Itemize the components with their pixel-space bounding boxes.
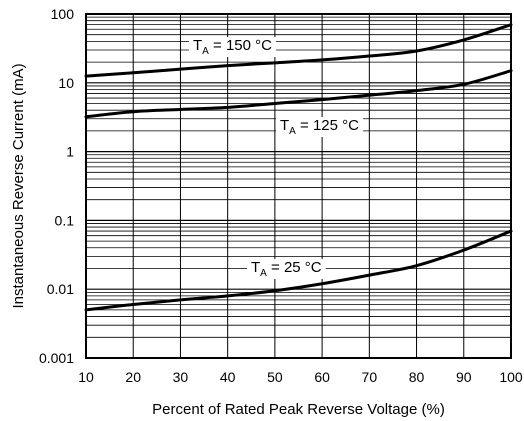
x-tick-labels: 10 20 30 40 50 60 70 80 90 100 bbox=[78, 369, 523, 385]
grid-lines bbox=[85, 14, 512, 359]
x-tick-label: 40 bbox=[220, 369, 236, 385]
series-line-2 bbox=[84, 229, 513, 312]
x-tick-label: 20 bbox=[125, 369, 141, 385]
curve-labels: TA = 150 °C TA = 125 °C TA = 25 °C bbox=[189, 37, 364, 279]
y-tick-label: 0.01 bbox=[47, 281, 74, 297]
curve-label-bg-0 bbox=[189, 37, 277, 57]
y-tick-labels: 0.001 0.01 0.1 1 10 100 bbox=[39, 6, 74, 366]
data-curves bbox=[84, 23, 513, 312]
curve-label-0: TA = 150 °C bbox=[193, 37, 272, 57]
curve-label-2: TA = 25 °C bbox=[251, 259, 322, 279]
y-tick-label: 10 bbox=[58, 75, 74, 91]
y-tick-label: 1 bbox=[66, 144, 74, 160]
x-tick-label: 50 bbox=[267, 369, 283, 385]
plot-frame bbox=[85, 13, 512, 359]
curve-label-bg-2 bbox=[247, 259, 326, 279]
x-axis-title: Percent of Rated Peak Reverse Voltage (%… bbox=[152, 401, 445, 418]
series-line-0 bbox=[84, 23, 513, 78]
x-tick-label: 90 bbox=[456, 369, 472, 385]
y-axis-title: Instantaneous Reverse Current (mA) bbox=[10, 63, 27, 308]
series-line-1 bbox=[84, 69, 513, 119]
x-tick-label: 80 bbox=[409, 369, 425, 385]
y-tick-label: 0.001 bbox=[39, 350, 74, 366]
x-tick-label: 100 bbox=[499, 369, 523, 385]
y-tick-label: 0.1 bbox=[55, 212, 75, 228]
x-tick-label: 60 bbox=[314, 369, 330, 385]
x-tick-label: 30 bbox=[173, 369, 189, 385]
x-tick-label: 10 bbox=[78, 369, 94, 385]
y-tick-label: 100 bbox=[51, 6, 75, 22]
x-tick-label: 70 bbox=[362, 369, 378, 385]
curve-label-1: TA = 125 °C bbox=[280, 117, 359, 137]
curve-label-bg-1 bbox=[276, 117, 364, 137]
